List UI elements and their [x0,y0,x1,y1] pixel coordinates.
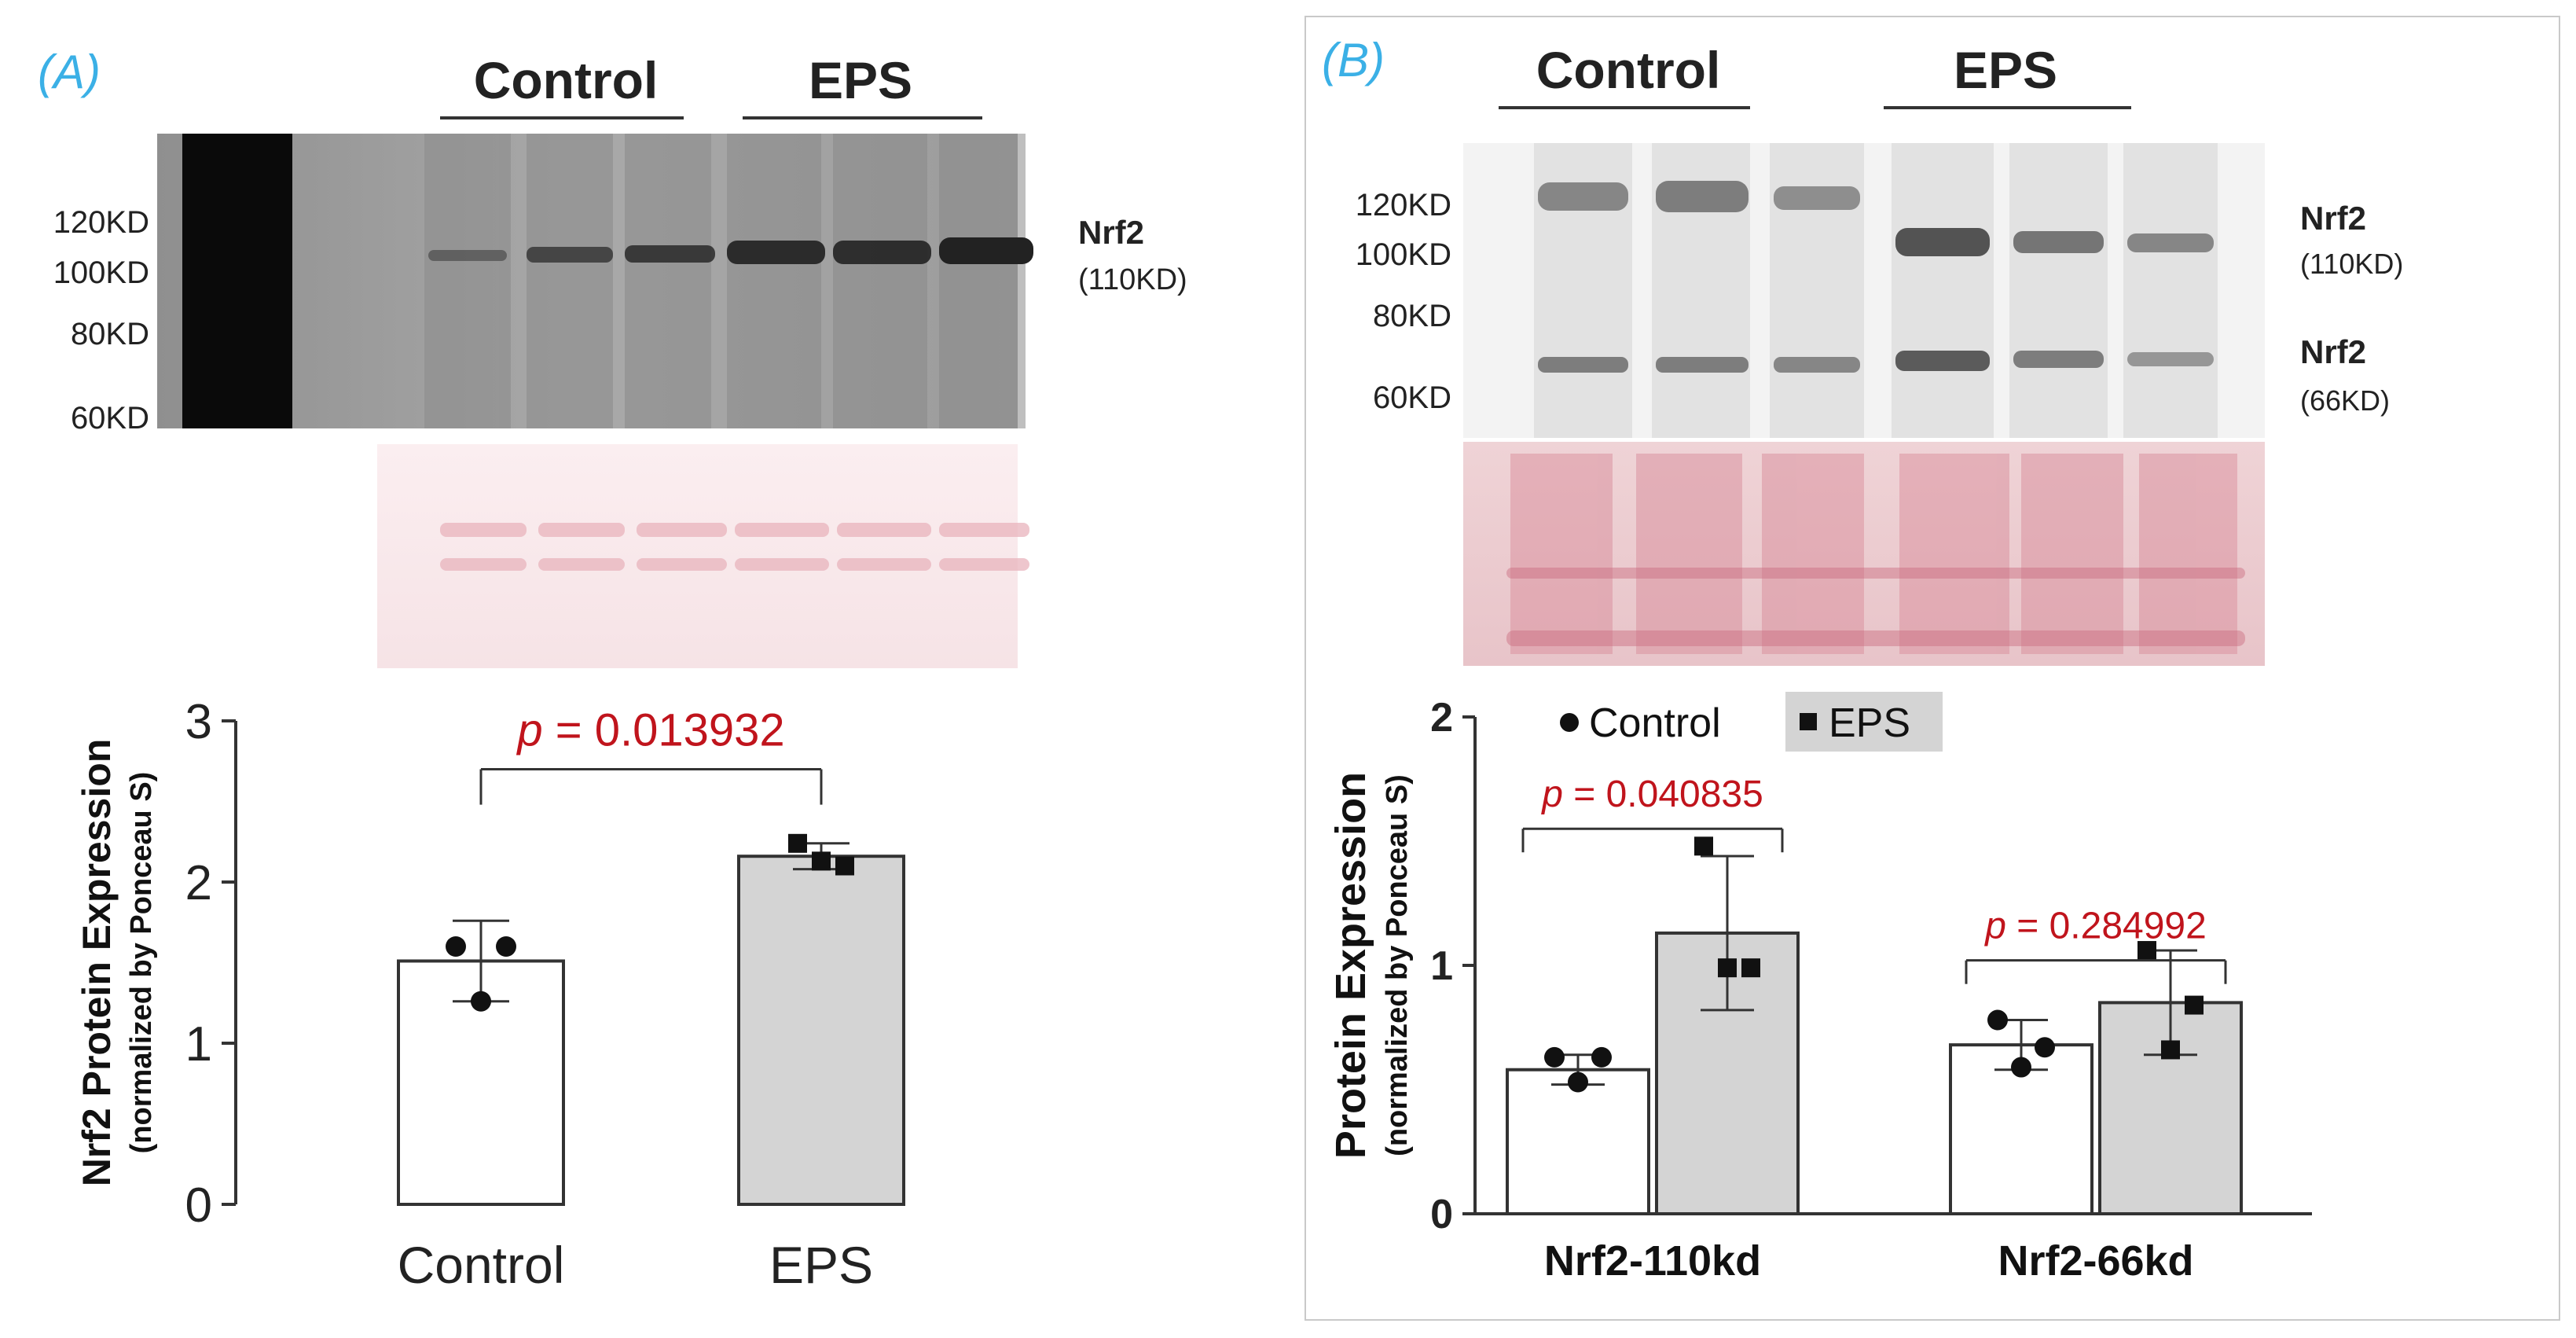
ponceau-stain-b [1463,442,2265,666]
ponceau-b-bands [1506,568,2245,646]
blot-a-group-eps: EPS [809,51,912,109]
data-point-b-1-1-2 [2161,1040,2180,1060]
y-tick-label-a-2: 2 [185,856,212,910]
data-point-a-1-1 [835,856,854,876]
blot-a-marker-80: 80KD [71,317,149,351]
ponceau-a-membrane [377,444,1018,668]
bar-a-1 [737,855,905,1206]
blot-b-band-size-66: (66KD) [2300,384,2390,417]
data-point-a-1-2 [812,851,831,871]
data-point-b-0-0-0 [1544,1046,1565,1068]
data-point-b-0-0-1 [1591,1046,1612,1068]
legend-b-control-label: Control [1589,700,1721,746]
ponceau-a-bands [440,523,1029,571]
y-tick-label-a-0: 0 [185,1178,212,1233]
blot-a-marker-60: 60KD [71,401,149,436]
panel-b-label: (B) [1322,34,1385,86]
p-value-b-1: p = 0.284992 [1983,906,2207,947]
bar-chart-b: 0 1 2 Protein Expression (normalized by Ponc… [1327,692,2312,1285]
data-point-a-1-0 [788,833,807,853]
data-point-a-0-0 [446,936,466,957]
ponceau-stain-a [377,444,1029,668]
blot-b-marker-100: 100KD [1356,237,1451,272]
data-point-b-1-0-1 [1741,958,1760,978]
blot-a-band-name: Nrf2 [1078,214,1144,251]
p-value-b-0-symbol: p [1540,774,1563,815]
blot-b-band-name-110: Nrf2 [2300,200,2366,237]
y-tick-label-a-1: 1 [185,1017,212,1072]
blot-a-lanes [424,134,1026,428]
legend-b-eps-label: EPS [1829,700,1910,746]
panel-b: (B) Control EPS 120KD 100KD 80KD 60KD Nr… [1305,16,2560,1321]
data-point-b-0-1-0 [1987,1009,2008,1031]
data-point-b-0-0-2 [1568,1072,1588,1093]
blot-b-bands [1538,181,2214,373]
p-value-b-1-value: = 0.284992 [2006,906,2207,947]
blot-b-group-eps: EPS [1954,41,2057,99]
western-blot-b [1463,143,2265,438]
x-tick-label-b-1: Nrf2-66kd [1998,1237,2193,1285]
p-value-a: p = 0.013932 [516,705,784,756]
blot-a-bands [428,237,1033,264]
legend-b: Control EPS [1560,692,1943,752]
data-point-b-1-0-0 [1694,836,1713,856]
significance-bracket-b-1 [1965,959,2227,984]
error-bar-b-1-0 [1701,855,1754,1012]
blot-b-band-size-110: (110KD) [2300,248,2403,280]
blot-b-marker-120: 120KD [1356,188,1451,222]
panel-b-svg: (B) Control EPS 120KD 100KD 80KD 60KD Nr… [1322,34,2403,1285]
significance-bracket-a [479,768,823,805]
ponceau-b-lanes [1510,454,2237,654]
blot-a-group-control: Control [474,51,659,109]
y-axis-sublabel-a: (normalized by Ponceau S) [125,772,158,1154]
y-tick-label-a-3: 3 [185,695,212,749]
y-tick-label-b-0: 0 [1430,1192,1453,1237]
blot-a-band-size: (110KD) [1078,263,1187,296]
p-value-b-0: p = 0.040835 [1540,774,1763,815]
western-blot-a [157,134,1033,428]
data-point-a-0-1 [496,936,516,957]
blot-b-band-name-66: Nrf2 [2300,333,2366,370]
y-axis-label-a: Nrf2 Protein Expression [75,739,119,1187]
bar-chart-a: 0 1 2 3 Nrf2 Protein Expression (normalized b… [75,695,905,1294]
x-tick-label-a-0: Control [398,1236,565,1294]
panel-a: (A) Control EPS 120KD 100KD 80KD 60KD Nr… [0,0,1242,1334]
x-tick-label-a-1: EPS [769,1236,873,1294]
blot-b-marker-60: 60KD [1373,380,1451,415]
data-point-b-0-1-1 [2035,1037,2055,1058]
blot-a-marker-100: 100KD [53,255,149,290]
p-value-b-0-value: = 0.040835 [1563,774,1763,815]
data-point-a-0-2 [471,991,491,1012]
y-axis-sublabel-b: (normalized by Ponceau S) [1381,774,1414,1156]
bar-b-0-0 [1506,1068,1650,1215]
p-value-b-1-symbol: p [1983,906,2006,947]
data-point-b-1-0-2 [1718,958,1737,978]
data-point-b-0-1-2 [2011,1057,2031,1078]
legend-b-control-marker [1560,713,1579,732]
y-tick-label-b-1: 1 [1430,943,1453,989]
p-value-a-value: = 0.013932 [543,705,785,756]
blot-a-marker-lane [182,134,292,428]
y-tick-label-b-2: 2 [1430,695,1453,741]
legend-b-eps-marker [1800,713,1817,730]
p-value-a-symbol: p [516,705,542,756]
x-tick-label-b-0: Nrf2-110kd [1544,1237,1761,1285]
panel-a-svg: (A) Control EPS 120KD 100KD 80KD 60KD Nr… [38,46,1187,1294]
y-axis-label-b: Protein Expression [1327,772,1374,1159]
data-point-b-1-1-0 [2137,941,2156,961]
significance-bracket-b-0 [1521,827,1784,853]
blot-b-marker-80: 80KD [1373,299,1451,333]
panel-a-label: (A) [38,46,101,98]
blot-b-group-control: Control [1536,41,1721,99]
blot-a-marker-120: 120KD [53,205,149,240]
data-point-b-1-1-1 [2185,995,2204,1015]
